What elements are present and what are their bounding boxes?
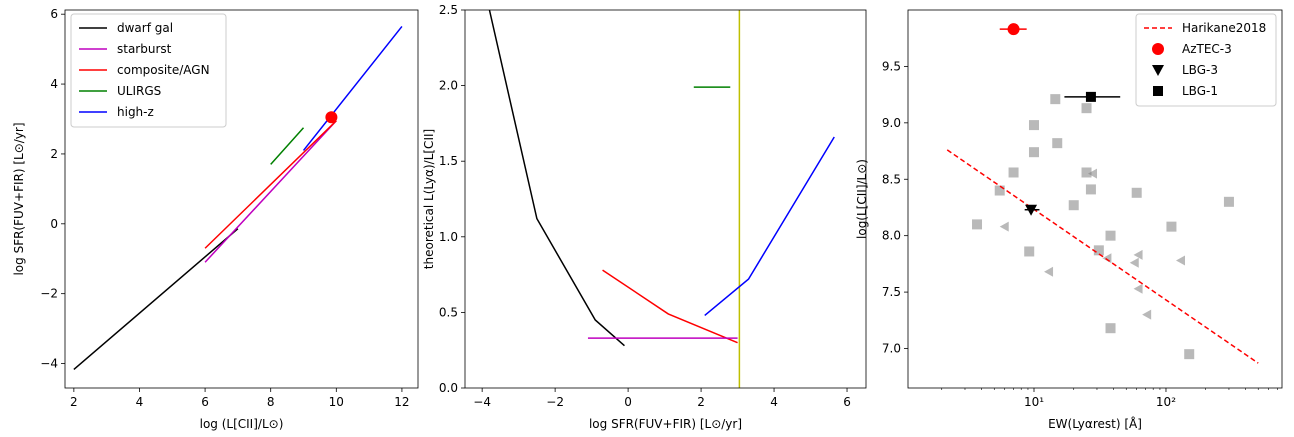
y-tick-label: 2.5 (439, 3, 458, 17)
marker (1105, 323, 1116, 334)
marker (1105, 230, 1116, 241)
marker (999, 221, 1009, 232)
series-line (204, 120, 337, 263)
x-tick-label: −4 (473, 395, 491, 409)
marker (1142, 309, 1152, 320)
marker (1093, 245, 1104, 256)
x-tick-label: −2 (546, 395, 564, 409)
x-tick-label: 4 (770, 395, 778, 409)
x-tick-label: 0 (624, 395, 632, 409)
x-tick-label: 10 (329, 395, 344, 409)
series-line (270, 127, 305, 165)
marker (1085, 91, 1096, 102)
legend-label: ULIRGS (117, 84, 161, 98)
y-tick-label: 1.0 (439, 230, 458, 244)
x-tick-label: 10² (1156, 395, 1176, 409)
marker (972, 219, 983, 230)
legend-label: LBG-1 (1182, 84, 1218, 98)
y-tick-label: 9.5 (882, 59, 901, 73)
marker (1007, 23, 1020, 36)
plot-area (946, 23, 1259, 364)
y-tick-label: 2 (50, 147, 58, 161)
axes-frame (464, 9, 867, 389)
plot-area (488, 10, 835, 388)
marker (1068, 200, 1079, 211)
series-line (204, 120, 337, 249)
y-tick-label: 8.5 (882, 172, 901, 186)
legend-label: high-z (117, 105, 154, 119)
legend-label: dwarf gal (117, 21, 173, 35)
legend-label: Harikane2018 (1182, 21, 1266, 35)
series-line (302, 25, 403, 151)
marker (1052, 138, 1063, 149)
marker (1028, 147, 1039, 158)
legend-box (70, 13, 227, 128)
y-tick-label: 7.5 (882, 285, 901, 299)
marker (1223, 196, 1234, 207)
marker (1008, 167, 1019, 178)
y-tick-label: 0 (50, 217, 58, 231)
marker (1152, 43, 1164, 55)
y-tick-label: 8.0 (882, 229, 901, 243)
legend-label: AzTEC-3 (1182, 42, 1232, 56)
series-line (946, 149, 1259, 364)
legend-label: LBG-3 (1182, 63, 1218, 77)
legend-label: composite/AGN (117, 63, 210, 77)
y-tick-label: 2.0 (439, 79, 458, 93)
y-tick-label: 1.5 (439, 154, 458, 168)
y-tick-label: −2 (40, 287, 58, 301)
marker (1166, 221, 1177, 232)
y-tick-label: −4 (40, 357, 58, 371)
y-axis-label: log(L[CII]/L⊙) (855, 159, 869, 239)
y-tick-label: 0.0 (439, 381, 458, 395)
marker (1184, 349, 1195, 360)
marker (1152, 65, 1164, 76)
x-tick-label: 10¹ (1024, 395, 1044, 409)
marker (994, 185, 1005, 196)
marker (1133, 249, 1143, 260)
axes-frame (907, 9, 1283, 389)
x-tick-label: 6 (201, 395, 209, 409)
legend-box (1135, 13, 1277, 107)
y-tick-label: 6 (50, 7, 58, 21)
x-tick-label: 8 (267, 395, 275, 409)
legend-label: starburst (117, 42, 172, 56)
series-line (73, 228, 239, 371)
y-tick-label: 9.0 (882, 116, 901, 130)
marker (1050, 94, 1061, 105)
marker (1044, 266, 1054, 277)
y-tick-label: 7.0 (882, 342, 901, 356)
x-tick-label: 6 (843, 395, 851, 409)
y-axis-label: theoretical L(Lyα)/L[CII] (422, 129, 436, 269)
marker (1028, 120, 1039, 131)
y-tick-label: 0.5 (439, 305, 458, 319)
x-tick-label: 4 (136, 395, 144, 409)
x-axis-label: EW(Lyαrest) [Å] (1048, 416, 1142, 431)
x-axis-label: log SFR(FUV+FIR) [L⊙/yr] (589, 417, 742, 431)
axes-frame (64, 9, 419, 389)
marker (1176, 255, 1186, 266)
x-axis-label: log (L[CII]/L⊙) (200, 417, 284, 431)
marker (1081, 167, 1092, 178)
marker (1085, 184, 1096, 195)
marker (1129, 257, 1139, 268)
y-axis-label: log SFR(FUV+FIR) [L⊙/yr] (12, 122, 26, 275)
x-tick-label: 2 (697, 395, 705, 409)
marker (1131, 187, 1142, 198)
marker (1024, 246, 1035, 257)
marker (1081, 103, 1092, 114)
marker (1133, 283, 1143, 294)
marker (1153, 86, 1163, 96)
x-tick-label: 2 (70, 395, 78, 409)
series-line (704, 136, 835, 317)
y-tick-label: 4 (50, 77, 58, 91)
series-line (488, 10, 625, 347)
plot-area (73, 25, 403, 371)
marker (325, 111, 338, 124)
marker (1025, 204, 1038, 216)
marker (1088, 168, 1098, 179)
x-tick-label: 12 (394, 395, 409, 409)
series-line (602, 269, 738, 344)
